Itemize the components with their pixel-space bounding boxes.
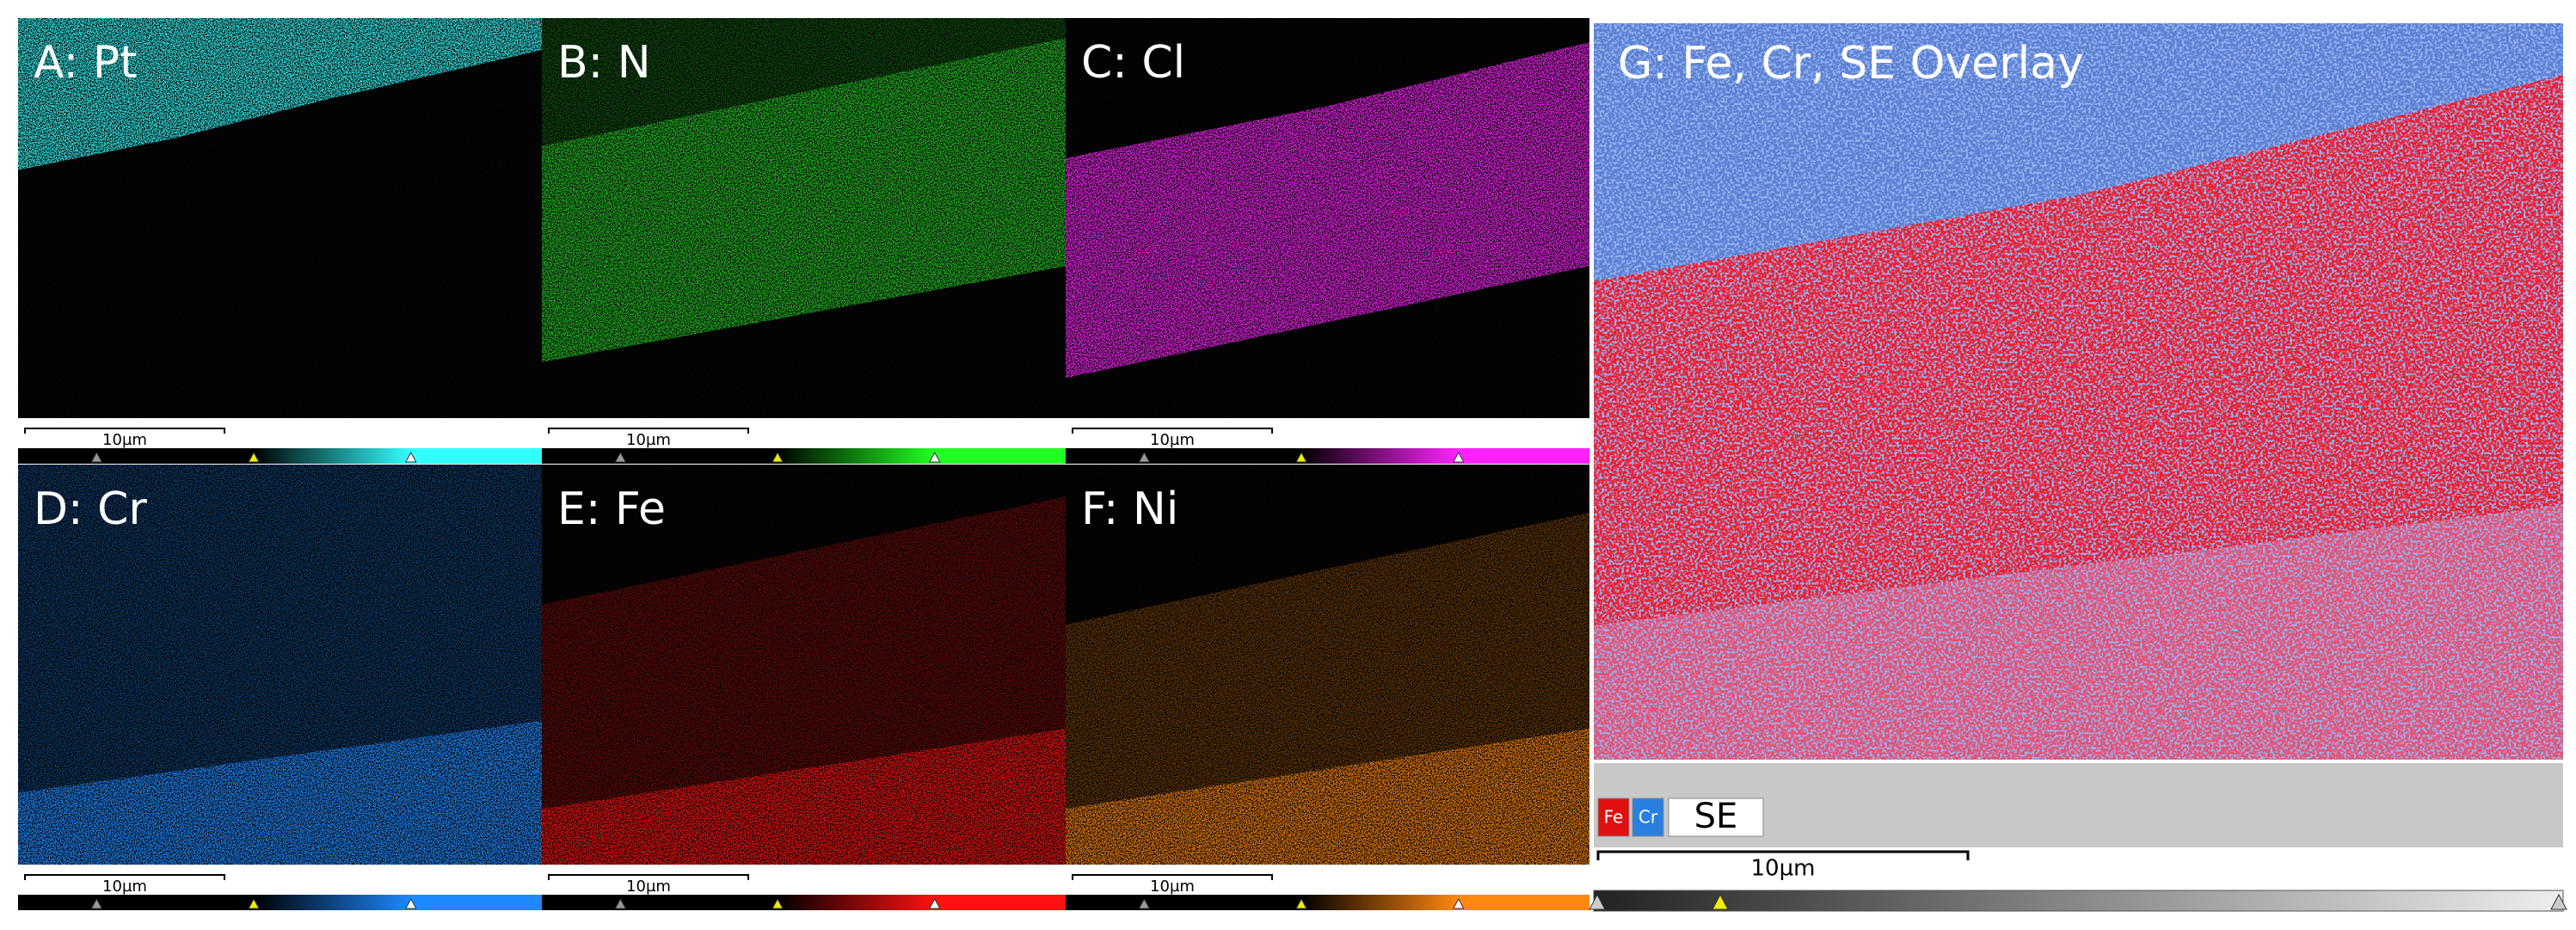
panel-label: D: Cr xyxy=(34,483,147,535)
speckle xyxy=(542,465,1066,865)
colorbar-marker xyxy=(1452,451,1465,463)
overlay-speckle xyxy=(1594,23,2563,760)
colorbar-marker xyxy=(1712,893,1729,910)
colorbar xyxy=(1593,890,2564,912)
colorbar-marker xyxy=(1589,893,1606,910)
scale-bar xyxy=(1596,850,1970,860)
panel-label: F: Ni xyxy=(1081,483,1178,535)
speckle xyxy=(1066,18,1589,418)
scale-label: 10µm xyxy=(102,431,147,449)
colorbar-marker xyxy=(248,897,260,909)
colorbar-marker xyxy=(614,451,627,463)
element-map xyxy=(542,465,1066,865)
panel-label: G: Fe, Cr, SE Overlay xyxy=(1618,38,2084,89)
speckle xyxy=(18,465,542,865)
colorbar-marker xyxy=(1295,897,1307,909)
scale-bar xyxy=(548,874,749,880)
scale-bar xyxy=(1072,428,1273,434)
colorbar-marker xyxy=(614,897,627,909)
colorbar-marker xyxy=(928,451,941,463)
colorbar-marker xyxy=(248,451,260,463)
scale-bar xyxy=(548,428,749,434)
panel-label: C: Cl xyxy=(1081,37,1185,89)
panel-label: A: Pt xyxy=(34,37,137,89)
speckle xyxy=(1066,465,1589,865)
legend-label: Cr xyxy=(1638,807,1658,828)
colorbar-marker xyxy=(90,897,103,909)
legend-box xyxy=(1597,798,1630,837)
colorbar-marker xyxy=(1138,897,1151,909)
colorbar-marker xyxy=(1138,451,1151,463)
scale-label: 10µm xyxy=(1150,878,1195,896)
legend-label: Fe xyxy=(1604,807,1624,828)
speckle xyxy=(542,18,1066,418)
element-map xyxy=(18,465,542,865)
colorbar-marker xyxy=(928,897,941,909)
scale-label: 10µm xyxy=(102,878,147,896)
colorbar-marker xyxy=(404,451,417,463)
colorbar-marker xyxy=(90,451,103,463)
panel-label: B: N xyxy=(557,37,651,89)
element-map xyxy=(1066,465,1589,865)
scale-label: 10µm xyxy=(1751,856,1816,882)
element-map xyxy=(1066,18,1589,418)
colorbar-marker xyxy=(772,451,784,463)
scale-label: 10µm xyxy=(626,878,671,896)
colorbar-marker xyxy=(404,897,417,909)
scale-label: 10µm xyxy=(626,431,671,449)
overlay-map xyxy=(1594,23,2563,760)
scale-bar xyxy=(1072,874,1273,880)
colorbar-marker xyxy=(2550,893,2567,910)
colorbar-marker xyxy=(772,897,784,909)
colorbar-marker xyxy=(1295,451,1307,463)
scale-label: 10µm xyxy=(1150,431,1195,449)
legend-label: SE xyxy=(1694,797,1738,836)
panel-label: E: Fe xyxy=(557,483,666,535)
legend-box xyxy=(1632,798,1664,837)
legend-box xyxy=(1668,798,1764,837)
colorbar-marker xyxy=(1452,897,1465,909)
scale-bar xyxy=(24,428,225,434)
element-map xyxy=(18,18,542,418)
element-map xyxy=(542,18,1066,418)
speckle xyxy=(18,18,542,418)
scale-bar xyxy=(24,874,225,880)
